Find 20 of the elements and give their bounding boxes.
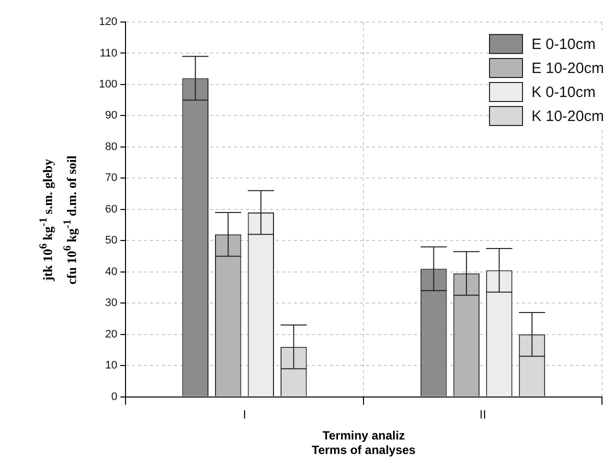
y-tick-label: 50 xyxy=(105,234,118,247)
legend-label: K 10-20cm xyxy=(531,108,604,124)
y-tick-label: 40 xyxy=(105,266,118,278)
y-tick-label: 10 xyxy=(105,360,118,372)
y-tick-label: 70 xyxy=(105,172,118,184)
x-tick-label: II xyxy=(480,407,486,422)
legend-label: E 10-20cm xyxy=(531,60,604,76)
y-tick-label: 30 xyxy=(105,297,118,310)
y-tick-label: 100 xyxy=(98,78,118,90)
y-tick-label: 80 xyxy=(105,140,118,153)
y-tick-label: 120 xyxy=(98,16,118,28)
legend-label: E 0-10cm xyxy=(531,36,596,52)
y-tick-label: 60 xyxy=(105,203,118,216)
y-tick-label: 90 xyxy=(105,110,118,122)
x-axis-title: Terminy analiz Terms of analyses xyxy=(312,428,416,458)
y-tick-label: 20 xyxy=(105,328,118,340)
legend-label: K 0-10cm xyxy=(531,84,596,100)
x-tick-label: I xyxy=(242,407,246,422)
y-tick-label: 0 xyxy=(111,390,118,403)
y-tick-label: 110 xyxy=(100,47,118,60)
